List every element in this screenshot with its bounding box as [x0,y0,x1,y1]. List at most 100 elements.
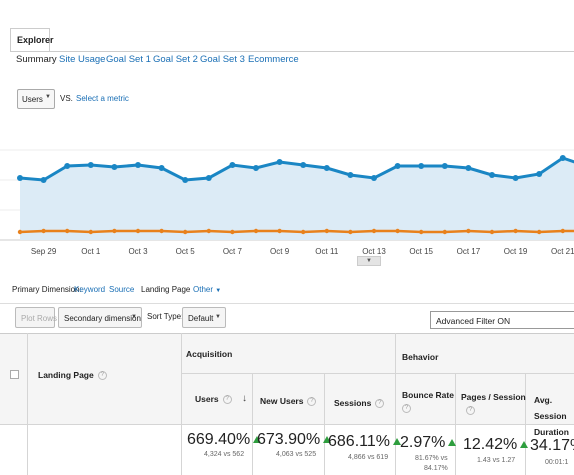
dimension-keyword[interactable]: Keyword [74,285,106,294]
help-icon[interactable]: ? [402,404,411,413]
dimension-other[interactable]: Other ▼ [193,285,221,294]
data-point-users[interactable] [87,162,94,168]
data-point-compare[interactable] [419,229,424,235]
help-icon[interactable]: ? [222,395,232,405]
data-point-compare[interactable] [65,228,70,234]
comparison-new-users: 4,063 vs 525 [276,451,317,458]
data-point-users[interactable] [40,177,47,183]
data-point-compare[interactable] [112,228,117,234]
data-point-compare[interactable] [442,229,447,235]
data-point-users[interactable] [253,165,259,171]
arrow-up-icon [448,439,457,447]
dimension-source[interactable]: Source [109,285,135,294]
select-metric-link[interactable]: Select a metric [76,94,129,103]
data-point-users[interactable] [64,163,71,169]
x-tick-label: Oct 13 [362,247,386,256]
plot-rows-button[interactable]: Plot Rows [15,307,57,328]
metric-select-value: Users [22,95,43,104]
data-point-users[interactable] [347,172,354,178]
data-point-users[interactable] [276,159,283,165]
subtab-ecommerce[interactable]: Ecommerce [248,54,299,65]
data-point-compare[interactable] [371,228,377,234]
data-point-compare[interactable] [537,229,542,235]
chevron-down-icon: ▼ [215,288,222,294]
data-point-compare[interactable] [88,229,94,235]
table-divider [0,424,574,425]
data-point-compare[interactable] [466,228,471,234]
arrow-up-icon [392,438,401,446]
data-point-compare[interactable] [135,228,141,234]
data-point-users[interactable] [441,163,448,169]
data-point-compare[interactable] [513,228,518,234]
column-header-pages-session[interactable]: Pages / Session [461,392,526,402]
data-point-users[interactable] [300,162,307,168]
data-point-users[interactable] [559,155,566,161]
data-point-users[interactable] [418,163,425,169]
data-point-users[interactable] [323,165,330,171]
value-avg-session-duration: 34.17% [530,437,574,454]
help-icon[interactable]: ? [375,399,385,409]
data-point-users[interactable] [489,172,495,178]
subtab-goal-set-3[interactable]: Goal Set 3 [200,54,245,65]
data-point-compare[interactable] [41,228,46,234]
subtab-bar: Summary Site Usage Goal Set 1 Goal Set 2… [16,54,574,70]
data-point-users[interactable] [536,171,543,177]
data-point-users[interactable] [371,175,377,181]
column-header-bounce-rate[interactable]: Bounce Rate [402,390,454,400]
dimension-landing-page[interactable]: Landing Page [141,285,191,294]
data-point-users[interactable] [465,165,472,171]
subtab-goal-set-1[interactable]: Goal Set 1 [106,54,151,65]
data-point-compare[interactable] [489,229,495,235]
secondary-dimension-select[interactable]: Secondary dimension ▼ [58,307,142,328]
help-icon[interactable]: ? [466,406,475,415]
secondary-dimension-label: Secondary dimension [64,314,141,323]
column-header-new-users[interactable]: New Users? [260,396,317,407]
subtab-site-usage[interactable]: Site Usage [59,54,106,65]
metric-select[interactable]: Users ▼ [17,89,55,109]
x-tick-label: Oct 17 [457,247,481,256]
data-point-compare[interactable] [348,229,353,235]
subtab-summary[interactable]: Summary [16,54,57,65]
x-tick-label: Oct 5 [176,247,196,256]
data-point-users[interactable] [205,175,212,181]
chart-resize-handle[interactable]: ▼ [357,256,381,266]
data-point-compare[interactable] [277,228,282,234]
data-point-compare[interactable] [230,229,235,235]
help-icon[interactable]: ? [97,371,107,381]
data-point-users[interactable] [394,163,401,169]
table-divider [395,333,396,475]
data-point-compare[interactable] [206,228,211,234]
data-point-users[interactable] [182,177,189,183]
data-point-users[interactable] [229,162,236,168]
x-tick-label: Oct 3 [128,247,148,256]
data-point-users[interactable] [135,162,141,168]
value-pages-session: 12.42% [463,436,529,454]
data-point-users[interactable] [158,165,165,171]
data-point-compare[interactable] [253,228,259,234]
comparison-sessions: 4,866 vs 619 [348,454,389,461]
data-point-compare[interactable] [324,228,329,234]
advanced-filter-input[interactable]: Advanced Filter ON [430,311,574,329]
x-tick-label: Oct 11 [315,247,339,256]
data-point-compare[interactable] [183,229,188,235]
data-point-users[interactable] [111,164,118,170]
sort-type-select[interactable]: Default ▼ [182,307,226,328]
data-point-users[interactable] [17,175,23,181]
tab-explorer[interactable]: Explorer [10,28,54,52]
data-point-compare[interactable] [395,228,400,234]
column-header-landing-page[interactable]: Landing Page? [38,370,107,381]
sort-descending-icon[interactable]: ↓ [242,393,247,404]
data-point-compare[interactable] [560,228,565,234]
data-point-compare[interactable] [301,229,306,235]
data-point-users[interactable] [512,175,519,181]
table-row [0,424,574,475]
column-header-avg-session-duration[interactable]: Avg. Session Duration [534,395,569,437]
column-header-sessions[interactable]: Sessions? [334,398,385,409]
column-header-users[interactable]: Users? [195,394,232,405]
select-all-checkbox[interactable] [10,370,19,379]
help-icon[interactable]: ? [307,397,317,407]
data-point-compare[interactable] [17,229,23,235]
data-point-compare[interactable] [159,228,164,234]
subtab-goal-set-2[interactable]: Goal Set 2 [153,54,198,65]
dimension-other-label: Other [193,285,214,294]
